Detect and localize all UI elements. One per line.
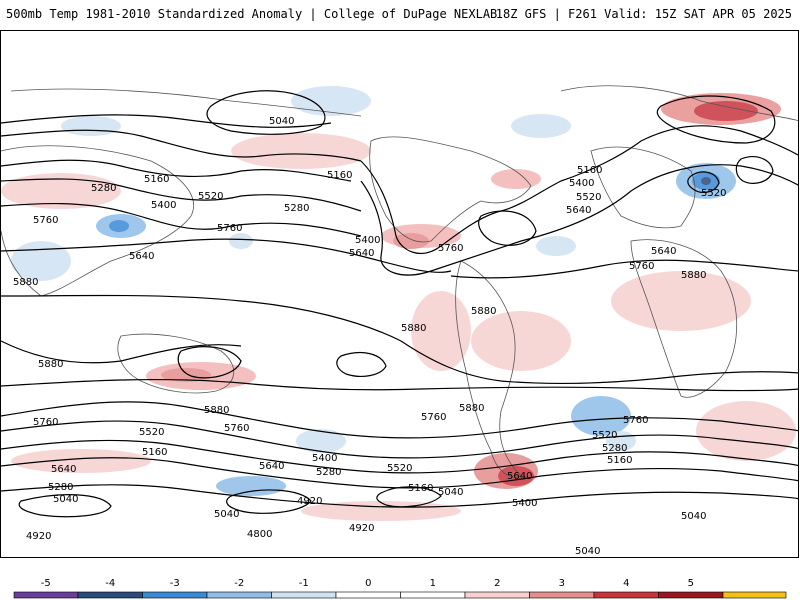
contour-label: 5040 <box>681 511 706 522</box>
map-title: 500mb Temp 1981-2010 Standardized Anomal… <box>6 7 498 21</box>
contour-label: 5640 <box>507 471 532 482</box>
contour-label: 5760 <box>421 412 446 423</box>
contour-label: 5040 <box>53 494 78 505</box>
warm-anomaly-shading <box>1 93 796 521</box>
colorbar-segment <box>658 591 724 599</box>
contour-label: 5640 <box>129 251 154 262</box>
contour-label: 5520 <box>387 463 412 474</box>
contour-label: 4800 <box>247 529 272 540</box>
contour-label: 5640 <box>566 205 591 216</box>
colorbar-segment <box>400 591 466 599</box>
colorbar-segment <box>722 591 787 599</box>
colorbar-tick-label: -5 <box>41 578 51 589</box>
contour-label: 4920 <box>297 496 322 507</box>
contour-label: 5760 <box>33 417 58 428</box>
colorbar-ticks: -5 -4 -3 -2 -1 0 1 2 3 4 5 <box>41 578 694 589</box>
contour-label: 5880 <box>13 277 38 288</box>
colorbar-segment <box>13 591 79 599</box>
contour-label: 5280 <box>316 467 341 478</box>
contour-label: 5160 <box>577 165 602 176</box>
model-run-info: 18Z GFS | F261 Valid: 15Z SAT APR 05 202… <box>495 7 792 21</box>
contour-label: 5280 <box>91 183 116 194</box>
contour-label: 5880 <box>204 405 229 416</box>
contour-label: 5160 <box>408 483 433 494</box>
contour-label: 5400 <box>512 498 537 509</box>
colorbar-tick-label: 1 <box>430 578 436 589</box>
colorbar-segment <box>271 591 337 599</box>
contour-label: 5760 <box>438 243 463 254</box>
colorbar-segment <box>206 591 272 599</box>
contour-label: 5040 <box>438 487 463 498</box>
colorbar-tick-label: 3 <box>559 578 565 589</box>
contour-label: 5760 <box>623 415 648 426</box>
contour-label: 5280 <box>284 203 309 214</box>
contour-label: 5880 <box>471 306 496 317</box>
colorbar-segment <box>77 591 143 599</box>
contour-label: 5880 <box>38 359 63 370</box>
contour-label: 5040 <box>214 509 239 520</box>
colorbar-tick-label: -2 <box>234 578 244 589</box>
map-frame: 5040 5160 5280 5400 5520 5640 5760 5880 … <box>0 30 799 558</box>
colorbar-segment <box>529 591 595 599</box>
contour-label: 5760 <box>224 423 249 434</box>
colorbar-tick-label: -1 <box>299 578 309 589</box>
contour-label: 5160 <box>144 174 169 185</box>
contour-label: 5880 <box>459 403 484 414</box>
contour-label: 5400 <box>355 235 380 246</box>
contour-label: 4920 <box>349 523 374 534</box>
map-svg: 5040 5160 5280 5400 5520 5640 5760 5880 … <box>1 85 798 557</box>
header: 500mb Temp 1981-2010 Standardized Anomal… <box>0 0 800 28</box>
contour-label: 4920 <box>26 531 51 542</box>
colorbar-segment <box>593 591 659 599</box>
contour-label: 5040 <box>575 546 600 557</box>
contour-label: 5160 <box>142 447 167 458</box>
coastlines <box>1 85 798 478</box>
height-contours <box>1 90 798 518</box>
contour-label: 5760 <box>629 261 654 272</box>
colorbar-segment <box>335 591 401 599</box>
contour-label: 5160 <box>607 455 632 466</box>
colorbar: -5 -4 -3 -2 -1 0 1 2 3 4 5 <box>0 575 800 600</box>
colorbar-tick-label: 4 <box>623 578 629 589</box>
colorbar-svg: -5 -4 -3 -2 -1 0 1 2 3 4 5 <box>13 578 787 599</box>
colorbar-tick-label: -3 <box>170 578 180 589</box>
contour-label: 5520 <box>198 191 223 202</box>
contour-label: 5520 <box>139 427 164 438</box>
contour-label: 5880 <box>681 270 706 281</box>
contour-label: 5040 <box>269 116 294 127</box>
contour-label: 5280 <box>602 443 627 454</box>
colorbar-segments <box>13 591 787 599</box>
colorbar-tick-label: 0 <box>365 578 371 589</box>
contour-label: 5640 <box>259 461 284 472</box>
contour-label: 5160 <box>327 170 352 181</box>
contour-label: 5400 <box>151 200 176 211</box>
contour-label: 5760 <box>33 215 58 226</box>
colorbar-segment <box>464 591 530 599</box>
contour-label: 5520 <box>592 430 617 441</box>
colorbar-tick-label: 2 <box>494 578 500 589</box>
colorbar-tick-label: -4 <box>105 578 115 589</box>
contour-label: 5400 <box>569 178 594 189</box>
contour-label: 5880 <box>401 323 426 334</box>
contour-label: 5640 <box>349 248 374 259</box>
contour-label: 5400 <box>312 453 337 464</box>
contour-label: 5640 <box>651 246 676 257</box>
colorbar-segment <box>142 591 208 599</box>
colorbar-tick-label: 5 <box>688 578 694 589</box>
contour-label: 5640 <box>51 464 76 475</box>
contour-label: 5520 <box>576 192 601 203</box>
contour-label-group: 5040 5160 5280 5400 5520 5640 5760 5880 … <box>13 116 726 557</box>
contour-label: 5760 <box>217 223 242 234</box>
contour-label: 5280 <box>48 482 73 493</box>
contour-label: 5520 <box>701 188 726 199</box>
